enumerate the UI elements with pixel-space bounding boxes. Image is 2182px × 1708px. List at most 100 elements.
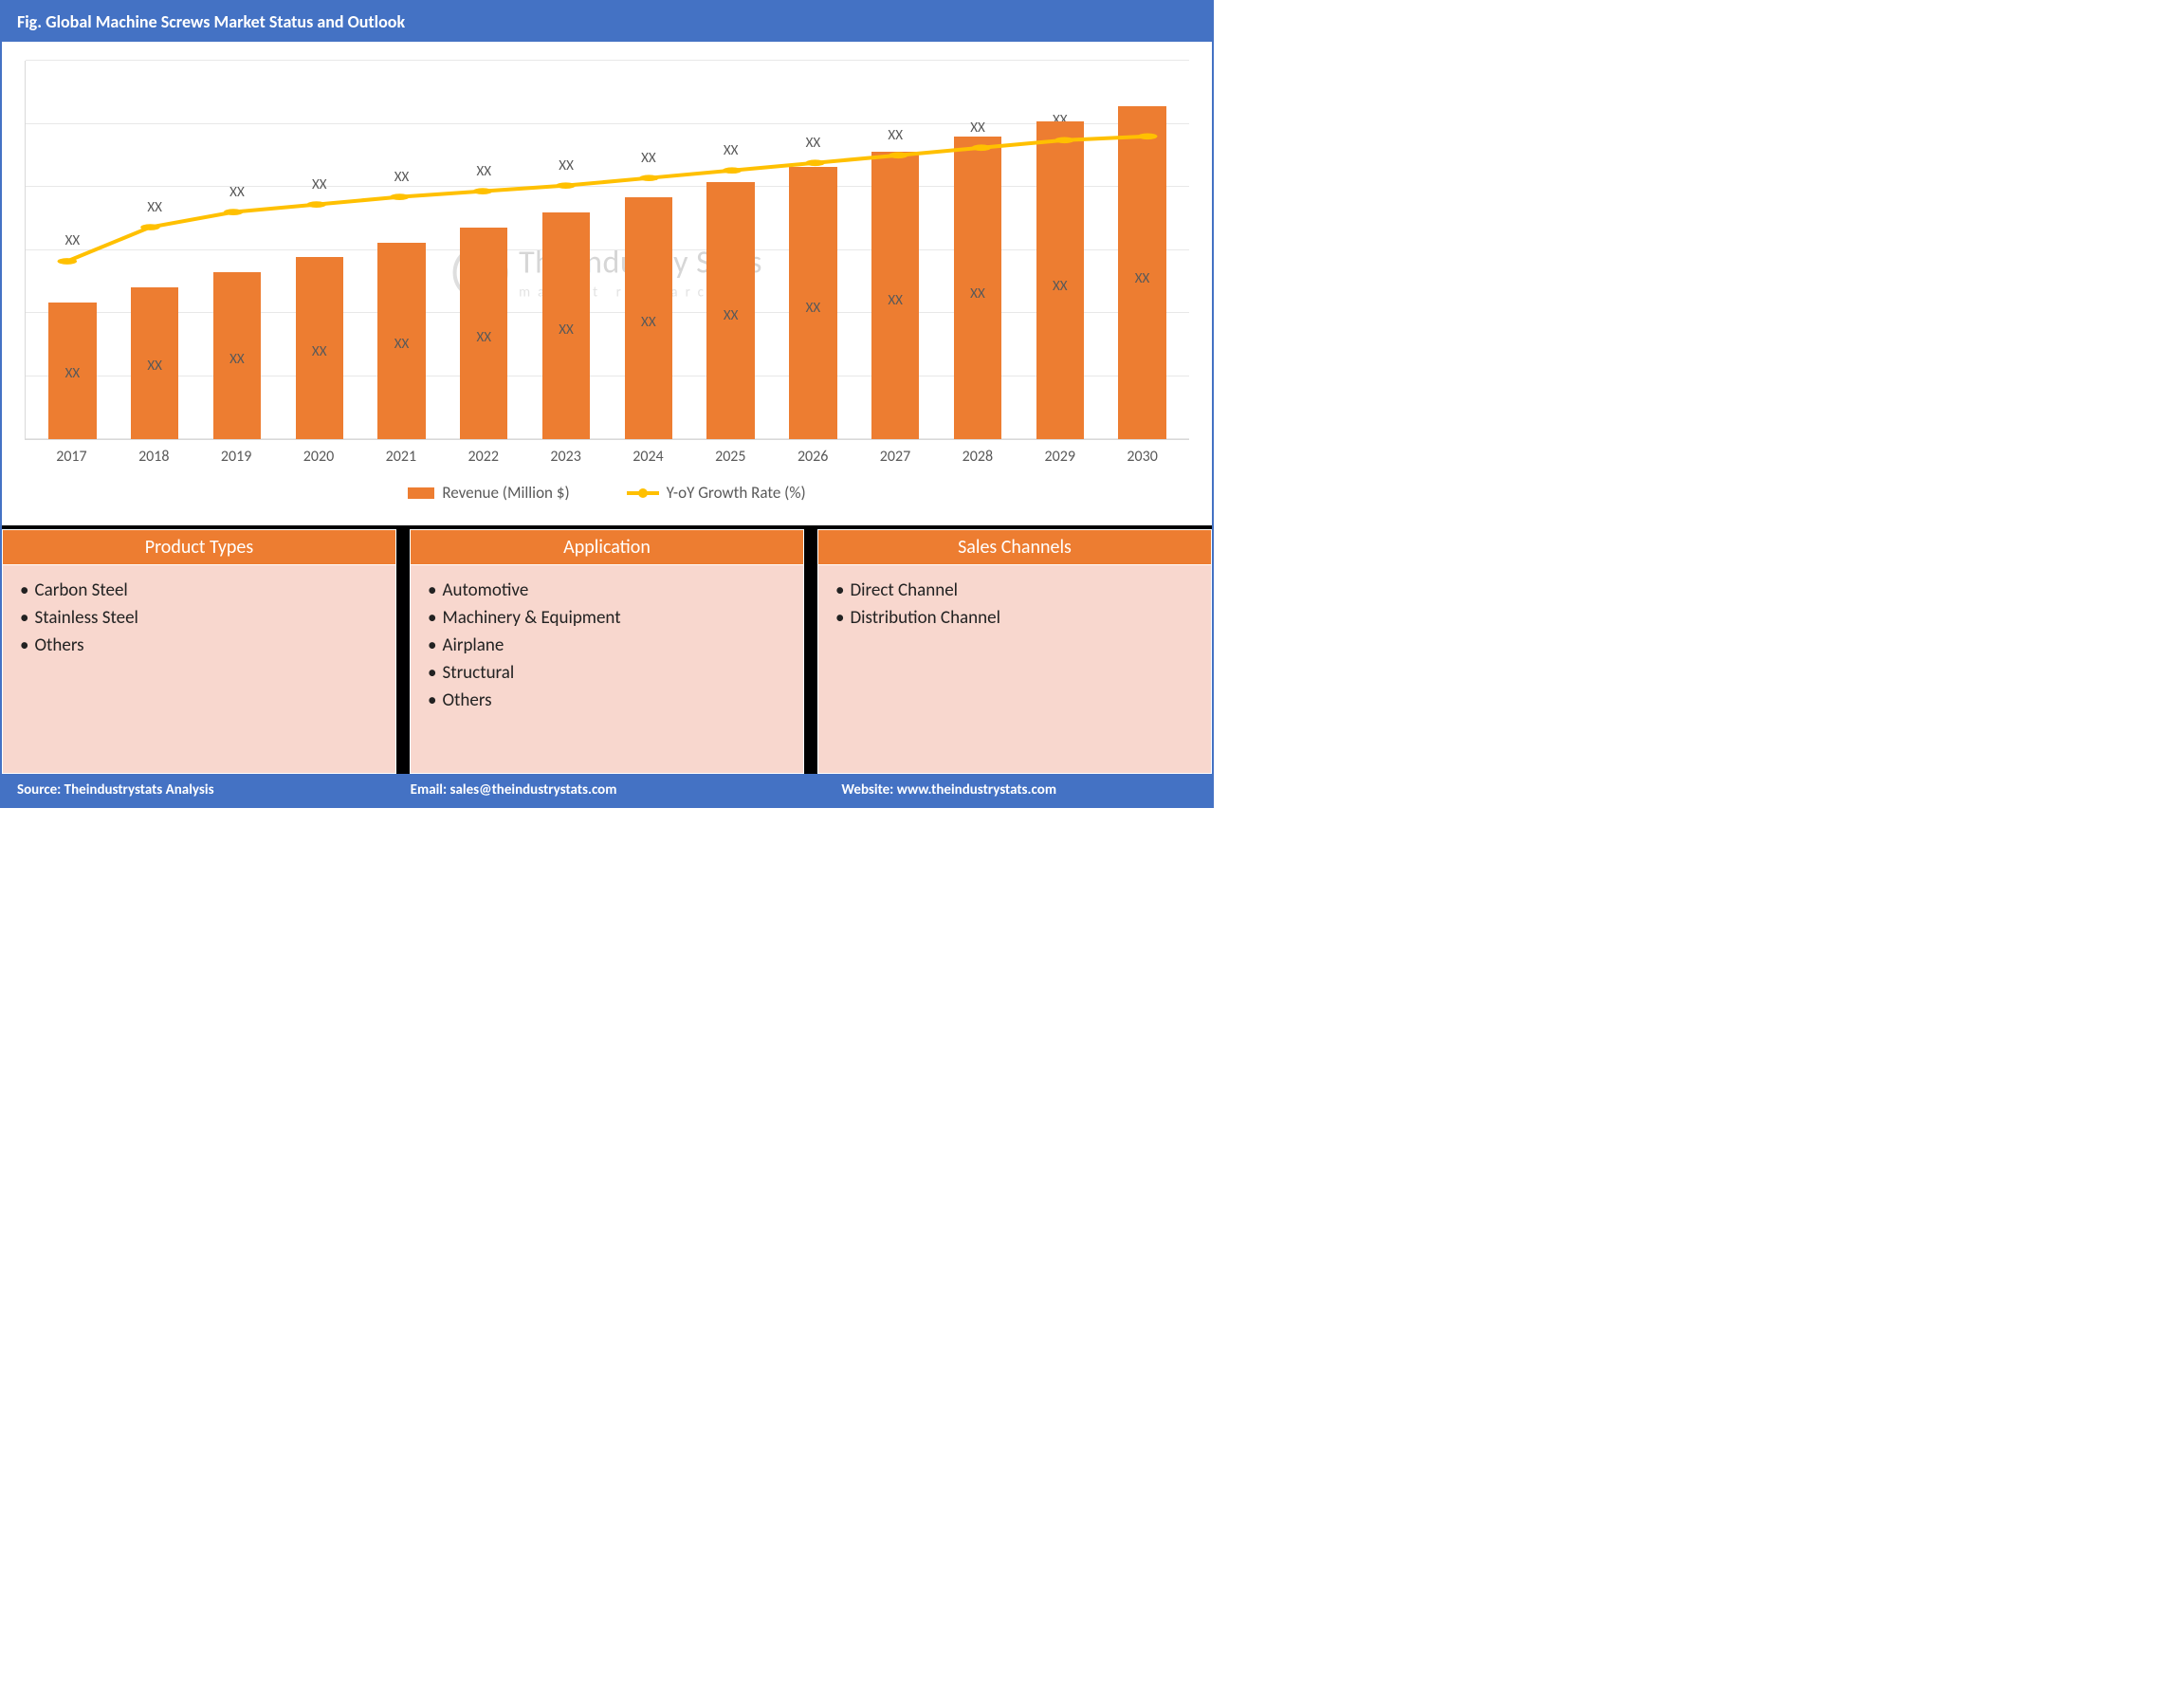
list-item: Machinery & Equipment [428,604,786,632]
bar: XX [296,257,343,439]
line-point-label: XX [970,119,985,137]
line-point-label: XX [65,232,81,249]
chart-plot: The Industry Stats market research XXXXX… [25,61,1189,440]
list-item: Others [20,632,378,659]
panel-header: Product Types [2,529,396,565]
line-point-label: XX [888,127,903,144]
line-point-label: XX [229,184,245,201]
bar: XX [377,243,425,439]
chart-area: The Industry Stats market research XXXXX… [2,42,1212,525]
bar: XX [48,303,96,439]
bar-value-label: XX [312,343,327,360]
figure-container: Fig. Global Machine Screws Market Status… [0,0,1214,808]
bar: XX [460,228,507,439]
line-point-label: XX [312,176,327,193]
bar-slot: XX XX [525,61,608,439]
x-tick-label: 2019 [195,448,278,466]
bar-value-label: XX [394,336,410,353]
bar-slot: XXXX [1101,61,1183,439]
x-tick-label: 2022 [442,448,524,466]
list-item: Airplane [428,632,786,659]
footer-source: Source: Theindustrystats Analysis [17,781,373,799]
list-item: Stainless Steel [20,604,378,632]
bar-slot: XX XX [689,61,772,439]
x-tick-label: 2025 [689,448,772,466]
list-item: Direct Channel [835,577,1194,604]
list-item: Others [428,687,786,714]
bar-slot: XX XX [854,61,937,439]
list-item: Automotive [428,577,786,604]
legend-item-growth: Y-oY Growth Rate (%) [627,483,806,503]
panel-header: Sales Channels [817,529,1212,565]
x-tick-label: 2017 [30,448,113,466]
bar: XX [131,287,178,439]
figure-title: Fig. Global Machine Screws Market Status… [2,2,1212,42]
bar-slot: XX XX [772,61,854,439]
x-tick-label: 2028 [936,448,1018,466]
line-point-label: XX [394,169,410,186]
x-axis: 2017201820192020202120222023202420252026… [25,440,1189,466]
bar-slot: XX XX [31,61,114,439]
bar: XX [542,212,590,439]
footer-website: Website: www.theindustrystats.com [765,781,1197,799]
bar-value-label: XX [1053,278,1068,295]
bar-value-label: XX [724,307,739,324]
x-tick-label: 2023 [524,448,607,466]
x-tick-label: 2029 [1018,448,1101,466]
bar-value-label: XX [559,321,574,339]
bar-slot: XX XX [937,61,1019,439]
legend-item-revenue: Revenue (Million $) [408,483,569,503]
list-item: Distribution Channel [835,604,1194,632]
x-tick-label: 2026 [772,448,854,466]
list-item: Structural [428,659,786,687]
bar: XX [213,272,261,439]
bar-value-label: XX [229,351,245,368]
panel-body: Direct ChannelDistribution Channel [817,565,1212,774]
bars-row: XX XX XX XX XX XX XX XX XX XX XX XX XX XX XX XX XX XX XX XX… [26,61,1189,439]
bar: XX [1118,106,1165,439]
line-point-label: XX [724,142,739,159]
bar: XX [706,182,754,439]
panel-body: Carbon SteelStainless SteelOthers [2,565,396,774]
bar: XX [1036,121,1084,439]
bar-slot: XX XX [278,61,360,439]
bar: XX [954,137,1001,439]
bar-slot: XX XX [114,61,196,439]
bar-value-label: XX [147,358,162,375]
bar-value-label: XX [888,292,903,309]
bar-value-label: XX [641,314,656,331]
bar-slot: XX XX [360,61,443,439]
list-item: Carbon Steel [20,577,378,604]
x-tick-label: 2021 [359,448,442,466]
footer-bar: Source: Theindustrystats Analysis Email:… [2,774,1212,806]
legend: Revenue (Million $) Y-oY Growth Rate (%) [25,466,1189,516]
x-tick-label: 2018 [113,448,195,466]
bar-value-label: XX [65,365,81,382]
bar-value-label: XX [970,285,985,303]
bar-value-label: XX [476,329,491,346]
panels-row: Product TypesCarbon SteelStainless Steel… [2,525,1212,774]
bar-slot: XXXX [607,61,689,439]
bar-slot: XXXX [1018,61,1101,439]
panel-header: Application [410,529,804,565]
line-point-label: XX [477,163,492,180]
line-point-label: XX [806,135,821,152]
bar-value-label: XX [1135,270,1150,287]
bar-slot: XX XX [196,61,279,439]
x-tick-label: 2027 [854,448,937,466]
footer-email: Email: sales@theindustrystats.com [373,781,766,799]
x-tick-label: 2020 [278,448,360,466]
bar-value-label: XX [806,300,821,317]
panel: Product TypesCarbon SteelStainless Steel… [2,529,396,774]
bar: XX [625,197,672,439]
panel: Sales ChannelsDirect ChannelDistribution… [817,529,1212,774]
line-point-label: XX [559,157,574,174]
x-tick-label: 2030 [1101,448,1183,466]
panel: ApplicationAutomotiveMachinery & Equipme… [410,529,804,774]
panel-body: AutomotiveMachinery & EquipmentAirplaneS… [410,565,804,774]
legend-line-label: Y-oY Growth Rate (%) [667,483,806,503]
x-tick-label: 2024 [607,448,689,466]
bar: XX [871,152,919,439]
legend-swatch-line [627,491,659,495]
line-point-label: XX [147,199,162,216]
